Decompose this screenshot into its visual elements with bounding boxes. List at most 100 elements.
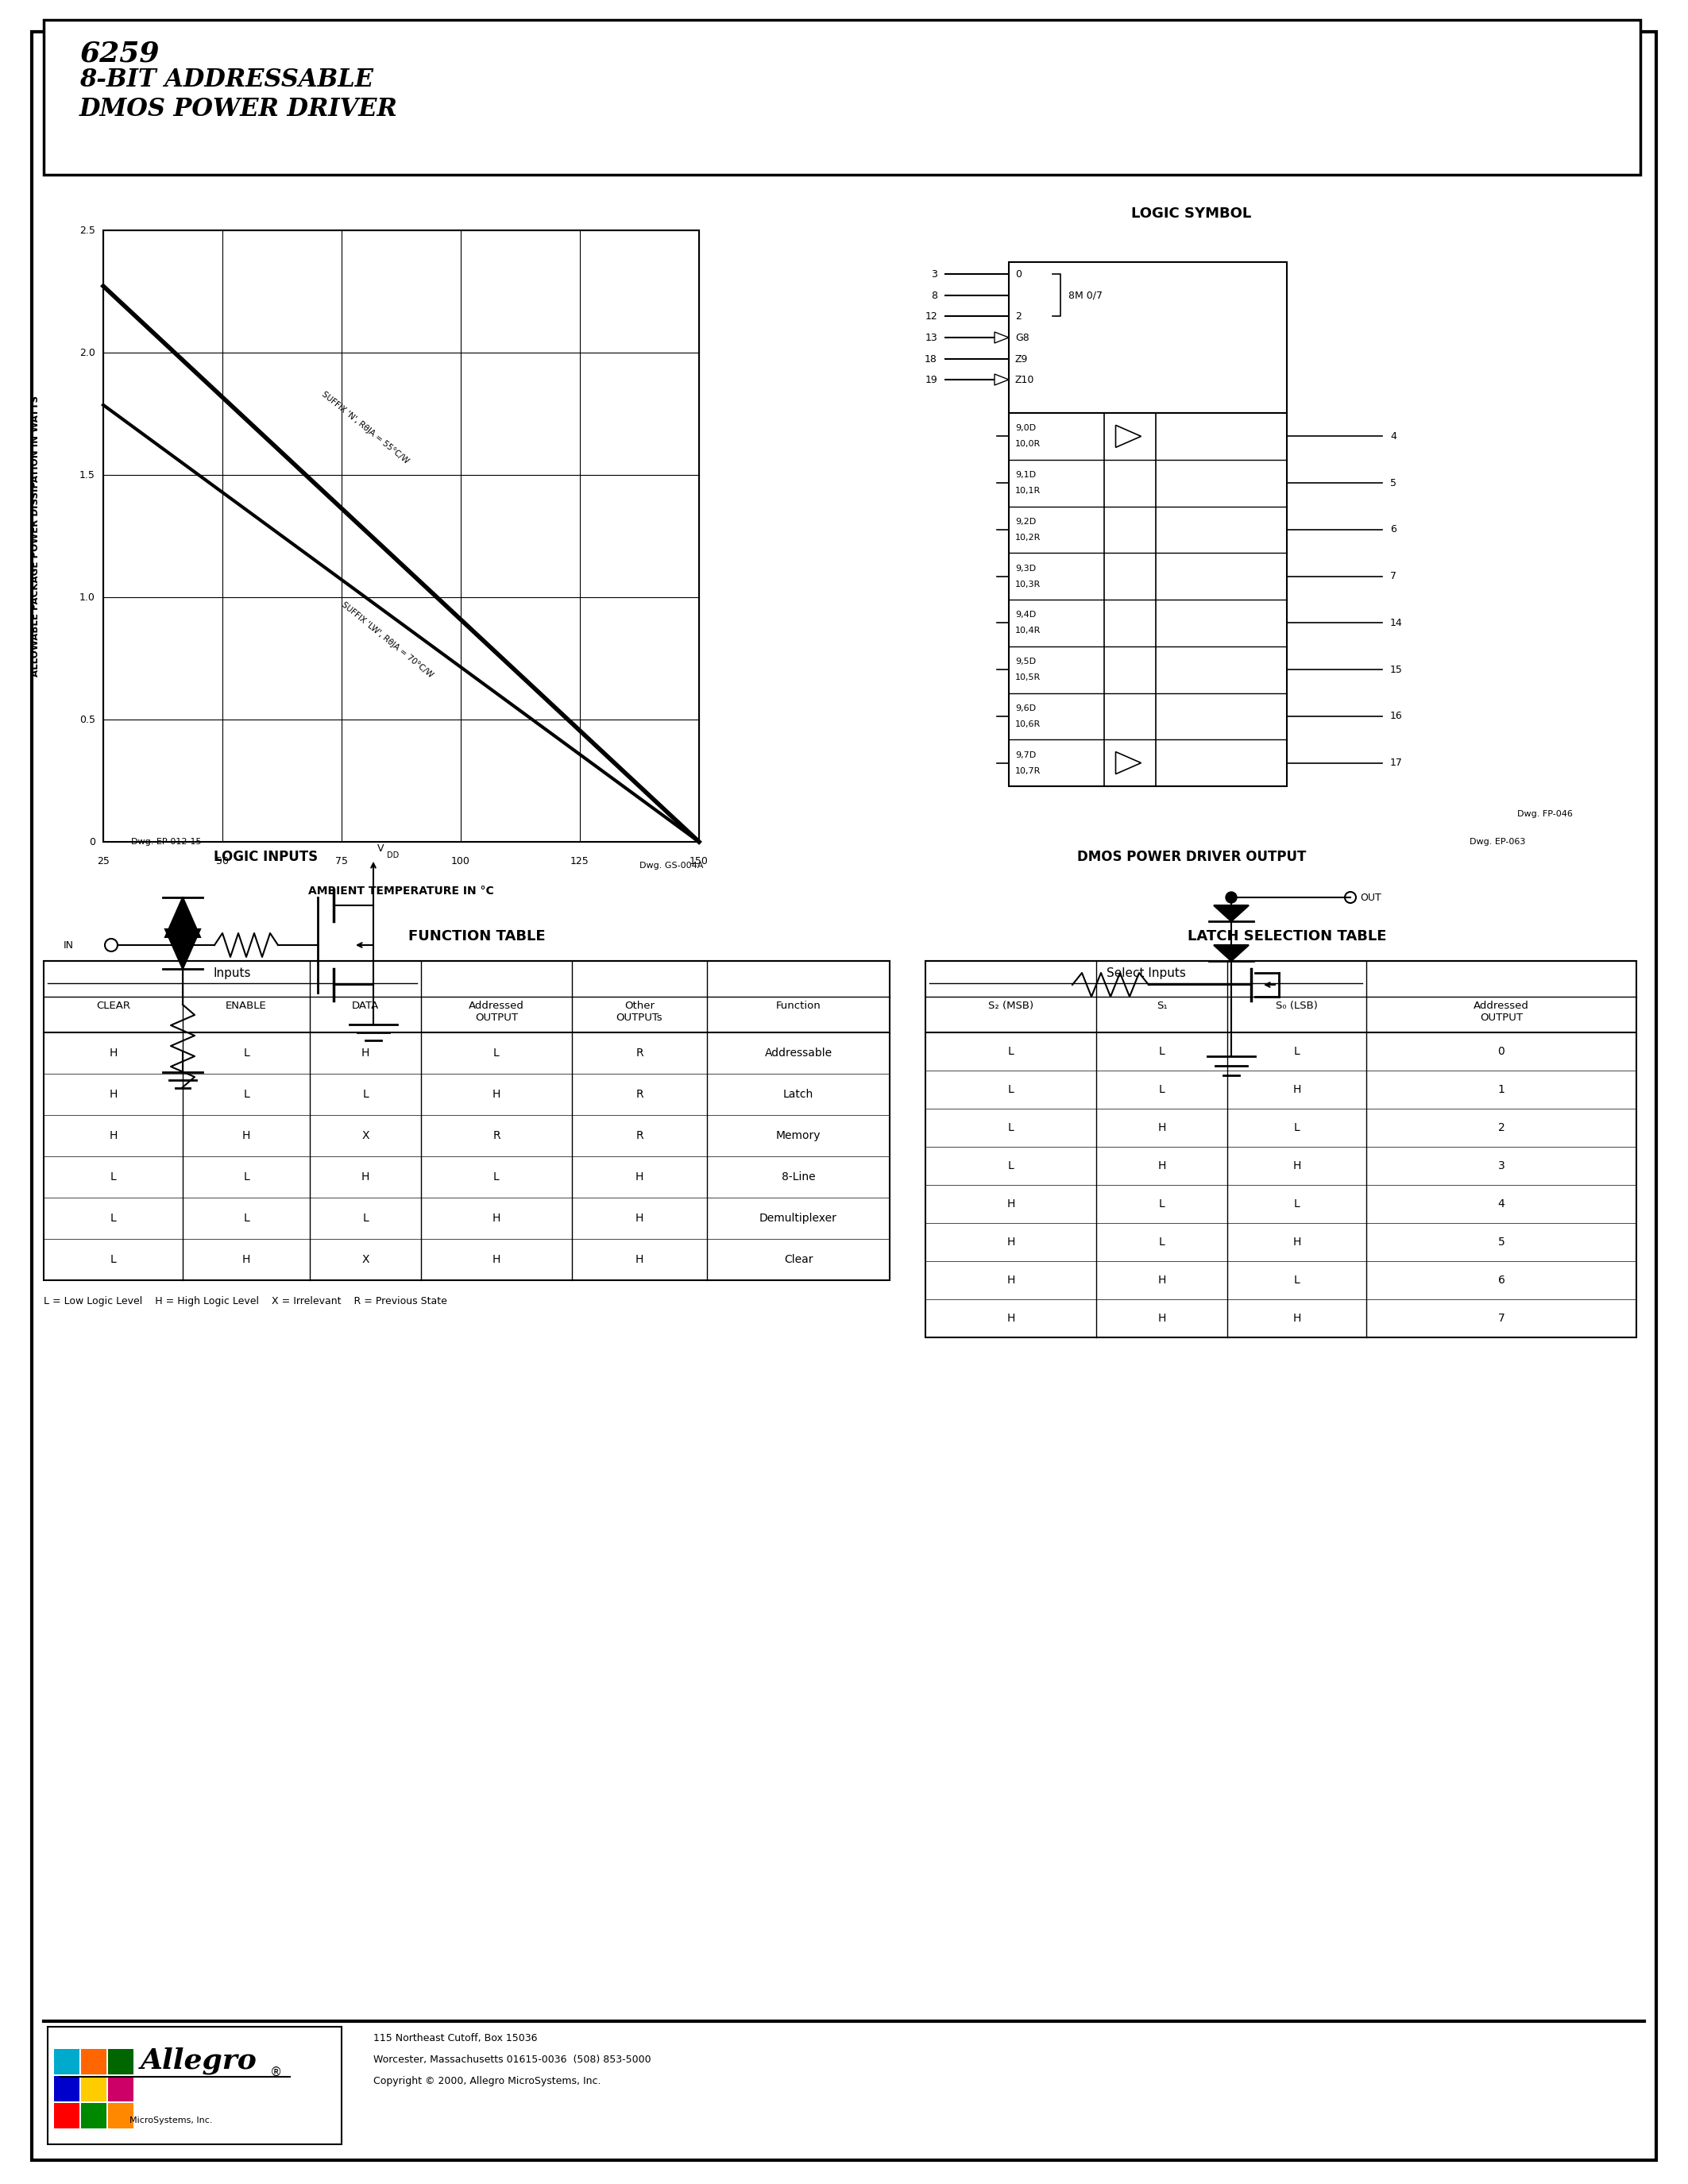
Text: 9,2D: 9,2D [1014, 518, 1036, 526]
Text: 10,2R: 10,2R [1014, 533, 1041, 542]
Text: L: L [1293, 1046, 1300, 1057]
Text: 6: 6 [1497, 1275, 1506, 1286]
Bar [44, 961, 890, 1280]
Text: 1.0: 1.0 [79, 592, 95, 603]
Polygon shape [1116, 751, 1141, 773]
Text: 3: 3 [932, 269, 937, 280]
Text: 1.5: 1.5 [79, 470, 95, 480]
Polygon shape [165, 928, 201, 970]
Text: 8: 8 [932, 290, 937, 301]
Text: L: L [1293, 1123, 1300, 1133]
Text: Dwg. FP-046: Dwg. FP-046 [1518, 810, 1573, 819]
Text: Other
OUTPUTs: Other OUTPUTs [616, 1000, 663, 1022]
Text: 18: 18 [925, 354, 937, 365]
Text: 8M 0/7: 8M 0/7 [1069, 290, 1102, 301]
Text: H: H [1158, 1275, 1166, 1286]
Bar [81, 2049, 106, 2075]
Text: 75: 75 [336, 856, 348, 867]
Text: Addressed
OUTPUT: Addressed OUTPUT [1474, 1000, 1529, 1022]
Text: H: H [493, 1090, 501, 1101]
Text: 10,6R: 10,6R [1014, 721, 1041, 727]
Polygon shape [1214, 906, 1249, 922]
Text: 1: 1 [1497, 1083, 1506, 1094]
Text: L: L [1293, 1275, 1300, 1286]
Text: H: H [1158, 1313, 1166, 1324]
Bar [44, 20, 1641, 175]
Text: Dwg. EP-012-15: Dwg. EP-012-15 [132, 839, 201, 845]
Text: Dwg. EP-063: Dwg. EP-063 [1469, 839, 1526, 845]
Bar [54, 2049, 79, 2075]
Text: 6259: 6259 [79, 39, 159, 68]
Text: 10,0R: 10,0R [1014, 441, 1041, 448]
Text: 9,3D: 9,3D [1014, 563, 1036, 572]
Text: 0.5: 0.5 [79, 714, 95, 725]
Text: 9,1D: 9,1D [1014, 472, 1036, 478]
Text: L: L [1158, 1046, 1165, 1057]
Text: H: H [110, 1048, 118, 1059]
Bar [54, 2077, 79, 2101]
Text: H: H [361, 1048, 370, 1059]
Text: H: H [241, 1254, 250, 1265]
Text: DATA: DATA [351, 1000, 380, 1011]
Text: 8-Line: 8-Line [782, 1171, 815, 1182]
Text: H: H [1006, 1236, 1014, 1247]
Text: 7: 7 [1391, 572, 1396, 581]
Text: 2: 2 [1014, 310, 1021, 321]
Text: L = Low Logic Level    H = High Logic Level    X = Irrelevant    R = Previous St: L = Low Logic Level H = High Logic Level… [44, 1295, 447, 1306]
Text: Memory: Memory [776, 1129, 820, 1142]
Text: 17: 17 [1391, 758, 1403, 769]
Text: 10,1R: 10,1R [1014, 487, 1041, 496]
Bar [108, 2077, 133, 2101]
Text: L: L [110, 1171, 116, 1182]
Bar [47, 2027, 341, 2145]
Text: L: L [243, 1090, 250, 1101]
Text: L: L [1158, 1236, 1165, 1247]
Text: 12: 12 [925, 310, 937, 321]
Text: 0: 0 [89, 836, 95, 847]
Bar [925, 961, 1636, 1337]
Text: L: L [243, 1212, 250, 1223]
Text: 2.0: 2.0 [79, 347, 95, 358]
Text: L: L [110, 1212, 116, 1223]
Text: H: H [1006, 1313, 1014, 1324]
Text: 50: 50 [216, 856, 230, 867]
Text: L: L [1008, 1123, 1014, 1133]
Text: AMBIENT TEMPERATURE IN °C: AMBIENT TEMPERATURE IN °C [309, 885, 495, 898]
Text: 16: 16 [1391, 712, 1403, 721]
Text: H: H [1293, 1313, 1301, 1324]
Text: H: H [1293, 1083, 1301, 1094]
Text: LOGIC SYMBOL: LOGIC SYMBOL [1131, 207, 1251, 221]
Text: 150: 150 [690, 856, 709, 867]
Text: 9,6D: 9,6D [1014, 705, 1036, 712]
Text: LOGIC INPUTS: LOGIC INPUTS [214, 850, 317, 865]
Text: H: H [110, 1090, 118, 1101]
Bar [1009, 413, 1286, 786]
Text: H: H [1006, 1199, 1014, 1210]
Text: L: L [243, 1171, 250, 1182]
Text: 25: 25 [96, 856, 110, 867]
Circle shape [1225, 891, 1237, 902]
Text: Function: Function [776, 1000, 820, 1011]
Bar [103, 229, 699, 841]
Text: Demultiplexer: Demultiplexer [760, 1212, 837, 1223]
Bar [108, 2103, 133, 2129]
Text: 2: 2 [1497, 1123, 1504, 1133]
Bar [81, 2103, 106, 2129]
Text: S₀ (LSB): S₀ (LSB) [1276, 1000, 1318, 1011]
Text: 115 Northeast Cutoff, Box 15036: 115 Northeast Cutoff, Box 15036 [373, 2033, 537, 2044]
Text: Latch: Latch [783, 1090, 814, 1101]
Text: 0: 0 [1497, 1046, 1504, 1057]
Text: DMOS POWER DRIVER OUTPUT: DMOS POWER DRIVER OUTPUT [1077, 850, 1307, 865]
Text: 9,0D: 9,0D [1014, 424, 1036, 432]
Polygon shape [1214, 946, 1249, 961]
Text: 10,3R: 10,3R [1014, 581, 1041, 587]
Text: 10,5R: 10,5R [1014, 673, 1041, 681]
Text: LATCH SELECTION TABLE: LATCH SELECTION TABLE [1187, 928, 1386, 943]
Text: H: H [635, 1212, 643, 1223]
Text: 14: 14 [1391, 618, 1403, 629]
Text: OUT: OUT [1361, 893, 1381, 902]
Bar [108, 2049, 133, 2075]
Text: L: L [493, 1048, 500, 1059]
Text: 7: 7 [1497, 1313, 1504, 1324]
Text: L: L [493, 1171, 500, 1182]
